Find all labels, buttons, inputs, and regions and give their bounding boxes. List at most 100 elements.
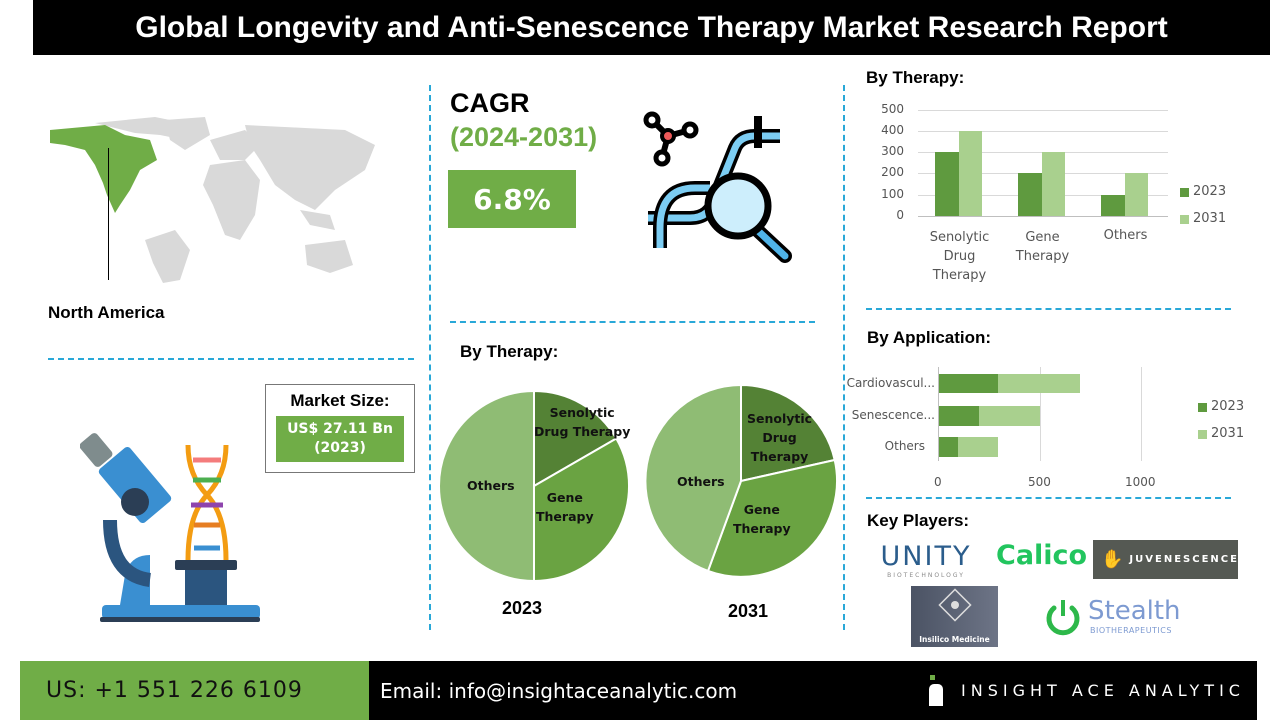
hand-icon: ✋ (1101, 549, 1124, 569)
footer-phone[interactable]: US: +1 551 226 6109 (20, 661, 369, 720)
x-tick: 1000 (1125, 475, 1156, 489)
application-bar-chart: Cardiovascul... Senescence... Others 0 5… (845, 365, 1265, 495)
region-pointer-line (108, 148, 109, 280)
label-line: Senolytic (929, 230, 990, 245)
pie-section-title: By Therapy: (460, 342, 559, 361)
label-line: Gene (1025, 230, 1060, 245)
y-tick: 300 (881, 144, 904, 158)
category-label: Cardiovascul... (846, 376, 935, 390)
pie-slice-gene-2031 (706, 458, 838, 578)
legend-swatch-2031 (1180, 215, 1189, 224)
market-size-label: Market Size: (290, 391, 390, 410)
bar-senescence-2031 (979, 406, 1040, 426)
logo-insilico-name: Insilico Medicine (919, 635, 990, 644)
pie-slice-senolytic-2023 (533, 390, 618, 488)
pie-slice-senolytic-2031 (740, 384, 836, 483)
category-label: Others (1103, 228, 1148, 243)
region-label: North America (48, 303, 165, 322)
insilico-diamond-icon (938, 588, 972, 622)
divider-vertical-left (429, 85, 431, 630)
key-players-title: Key Players: (867, 511, 970, 530)
world-map (50, 117, 375, 283)
bar-others-2031 (958, 437, 998, 457)
bar-senolytic-2023 (935, 152, 959, 216)
bar-cardiovascular-2031 (998, 374, 1080, 393)
cagr-period: (2024-2031) (450, 122, 598, 152)
label-line: Drug (762, 430, 797, 445)
bar-senolytic-2031 (959, 131, 982, 216)
divider-vertical-right (843, 85, 845, 630)
power-icon (1046, 600, 1080, 636)
report-title: Global Longevity and Anti-Senescence The… (33, 0, 1270, 55)
x-tick: 500 (1028, 475, 1051, 489)
legend-label-2023: 2023 (1193, 184, 1227, 199)
y-tick: 200 (881, 165, 904, 179)
legend-swatch-2023 (1180, 188, 1189, 197)
legend-label-2031: 2031 (1211, 426, 1245, 441)
label-line: Therapy (733, 521, 791, 536)
x-axis (918, 216, 1168, 217)
pie-2031-label-gene: Gene Therapy (733, 500, 791, 538)
y-axis (938, 367, 939, 461)
logo-stealth-sub: BIOTHERAPEUTICS (1090, 626, 1172, 635)
gridline (1141, 367, 1142, 461)
therapy-chart-title: By Therapy: (866, 68, 965, 87)
label-line: Gene (546, 490, 583, 505)
logo-unity-name: UNITY (880, 541, 972, 572)
microscope-dna-icon (80, 433, 260, 622)
label-line: Therapy (536, 509, 594, 524)
label-line: Drug (943, 249, 976, 264)
logo-stealth: Stealth BIOTHERAPEUTICS (1044, 596, 1194, 640)
pie-2023-label-gene: Gene Therapy (536, 488, 594, 526)
footer-bar: Email: info@insightaceanalytic.com INSIG… (369, 661, 1257, 720)
pie-slice-others-2023 (438, 390, 535, 582)
footer-email[interactable]: Email: info@insightaceanalytic.com (380, 679, 738, 703)
pie-slice-gene-2023 (533, 437, 630, 582)
divider-horizontal-middle (450, 321, 815, 323)
pie-slice-others-2031 (644, 384, 742, 573)
y-tick: 100 (881, 187, 904, 201)
divider-horizontal-right-2 (866, 497, 1231, 499)
label-line: Drug Therapy (534, 424, 631, 439)
bar-senescence-2023 (939, 406, 979, 426)
bar-cardiovascular-2023 (939, 374, 998, 393)
north-america-highlight (50, 125, 157, 213)
legend-swatch-2031 (1198, 430, 1207, 439)
pie-2031-label-senolytic: Senolytic Drug Therapy (747, 409, 812, 466)
category-label: Senolytic Drug Therapy (918, 228, 1001, 285)
gridline (918, 131, 1168, 132)
logo-insilico: Insilico Medicine (911, 586, 998, 647)
bar-gene-2023 (1018, 173, 1042, 216)
label-line: Senolytic (549, 405, 615, 420)
divider-horizontal-right-1 (866, 308, 1231, 310)
bar-others-2031 (1125, 173, 1148, 216)
label-line: Senolytic (747, 411, 813, 426)
brand-logo-icon (929, 675, 943, 707)
legend-swatch-2023 (1198, 403, 1207, 412)
pie-2023-year: 2023 (502, 598, 543, 618)
category-label: Gene Therapy (1001, 228, 1084, 266)
y-tick: 0 (896, 208, 904, 222)
logo-juvenescence-name: JUVENESCENCE (1129, 554, 1239, 565)
bar-others-2023 (939, 437, 958, 457)
cagr-label: CAGR (450, 88, 530, 118)
label-line: Therapy (1015, 249, 1070, 264)
label-line: Therapy (750, 449, 809, 464)
application-chart-title: By Application: (867, 328, 992, 347)
bar-others-2023 (1101, 195, 1125, 216)
market-size-amount: US$ 27.11 Bn (287, 421, 393, 437)
legend-label-2023: 2023 (1211, 399, 1245, 414)
x-tick: 0 (934, 475, 942, 489)
pie-2031-label-others: Others (677, 474, 725, 489)
market-size-year: (2023) (314, 440, 366, 456)
pie-2031-year: 2031 (728, 601, 769, 621)
gridline (1040, 367, 1041, 461)
market-size-value: US$ 27.11 Bn (2023) (276, 416, 404, 462)
footer-brand: INSIGHT ACE ANALYTIC (961, 681, 1245, 700)
label-line: Therapy (932, 268, 987, 283)
market-size-card: Market Size: US$ 27.11 Bn (2023) (265, 384, 415, 473)
pie-chart-2023 (438, 390, 630, 582)
cagr-value: 6.8% (448, 170, 576, 228)
therapy-bar-chart: 500 400 300 200 100 0 Senolytic Drug The… (866, 100, 1266, 295)
y-tick: 500 (881, 102, 904, 116)
